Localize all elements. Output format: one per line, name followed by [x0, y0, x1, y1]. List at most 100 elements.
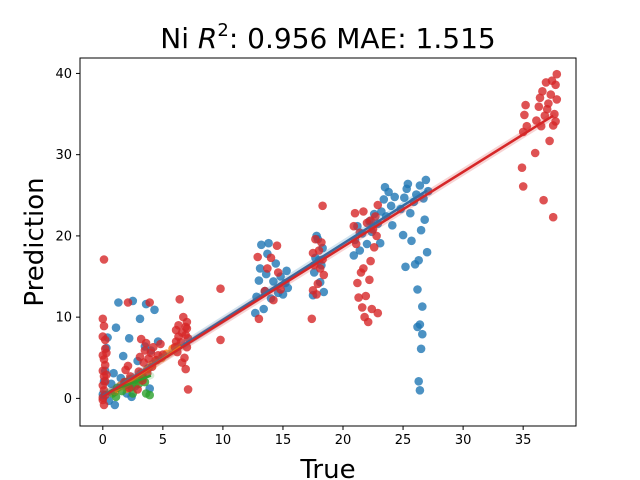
y-tick-label: 0: [64, 392, 72, 407]
data-point: [539, 195, 548, 205]
data-point: [182, 317, 192, 327]
data-point: [183, 385, 193, 394]
data-point: [372, 231, 381, 241]
data-point: [216, 335, 225, 345]
data-point: [354, 293, 363, 302]
y-tick-label: 30: [55, 148, 72, 163]
x-axis-label: True: [299, 455, 355, 480]
data-point: [548, 212, 558, 222]
data-point: [367, 304, 377, 314]
data-point: [123, 298, 133, 307]
data-point: [359, 264, 368, 273]
data-point: [99, 255, 109, 264]
data-point: [123, 361, 133, 371]
data-point: [416, 344, 426, 354]
x-tick-label: 15: [275, 433, 292, 448]
data-point: [551, 117, 560, 126]
data-point: [272, 241, 282, 250]
data-point: [177, 358, 187, 367]
title-r: R: [198, 22, 217, 55]
data-point: [365, 275, 374, 285]
data-point: [398, 230, 408, 240]
data-point: [390, 192, 400, 202]
title-superscript: 2: [217, 20, 228, 41]
data-point: [540, 111, 550, 120]
data-point: [263, 264, 272, 273]
data-point: [362, 239, 372, 249]
data-point: [520, 110, 529, 120]
data-point: [538, 87, 547, 96]
data-point: [351, 239, 361, 249]
data-point: [353, 278, 362, 288]
data-point: [307, 314, 317, 324]
data-point: [545, 136, 554, 146]
data-point: [145, 390, 154, 400]
data-point: [100, 335, 110, 345]
data-point: [366, 256, 375, 266]
data-point: [283, 283, 293, 293]
data-point: [349, 221, 359, 231]
data-point: [309, 268, 319, 277]
data-point: [319, 287, 329, 297]
data-point: [111, 323, 121, 333]
data-point: [264, 238, 273, 248]
data-point: [102, 370, 111, 380]
data-point: [269, 277, 278, 286]
data-point: [363, 317, 373, 327]
data-point: [98, 314, 108, 324]
data-point: [406, 208, 415, 218]
data-point: [182, 324, 192, 333]
data-point: [181, 364, 190, 374]
data-point: [216, 284, 225, 294]
data-point: [135, 314, 145, 324]
y-tick-label: 40: [55, 67, 72, 82]
data-point: [415, 181, 425, 190]
data-point: [175, 295, 184, 304]
data-point: [359, 207, 368, 216]
data-point: [273, 268, 283, 277]
data-point: [269, 295, 278, 305]
data-point: [388, 221, 397, 230]
title-prefix: Ni: [160, 22, 198, 55]
data-point: [375, 238, 385, 248]
data-point: [357, 303, 367, 312]
x-tick-label: 35: [515, 433, 532, 448]
data-point: [133, 385, 142, 394]
data-point: [369, 243, 379, 252]
data-point: [403, 179, 413, 189]
data-point: [312, 290, 321, 299]
data-point: [400, 193, 409, 202]
data-point: [371, 212, 380, 221]
data-point: [282, 266, 291, 276]
data-point: [415, 386, 425, 395]
data-point: [530, 148, 540, 158]
data-point: [552, 95, 562, 104]
data-point: [361, 291, 371, 301]
data-point: [355, 246, 365, 255]
data-point: [124, 334, 134, 343]
data-point: [141, 338, 151, 348]
title-suffix: : 0.956 MAE: 1.515: [229, 22, 496, 55]
data-point: [384, 187, 393, 197]
data-point: [414, 255, 424, 265]
data-point: [350, 208, 360, 218]
data-point: [386, 201, 396, 211]
data-point: [314, 246, 324, 255]
data-point: [373, 200, 383, 210]
data-point: [156, 339, 165, 349]
data-point: [535, 93, 545, 103]
chart-title: Ni R2: 0.956 MAE: 1.515: [160, 20, 495, 55]
y-tick-label: 20: [55, 229, 72, 244]
data-point: [266, 253, 276, 263]
data-point: [145, 298, 154, 307]
data-point: [118, 351, 128, 361]
data-point: [414, 377, 424, 386]
x-tick-label: 10: [215, 433, 232, 448]
data-point: [254, 314, 264, 324]
x-tick-label: 5: [159, 433, 167, 448]
y-axis-label: Prediction: [20, 177, 50, 306]
data-point: [109, 368, 118, 378]
data-point: [253, 252, 262, 262]
data-point: [99, 400, 109, 410]
